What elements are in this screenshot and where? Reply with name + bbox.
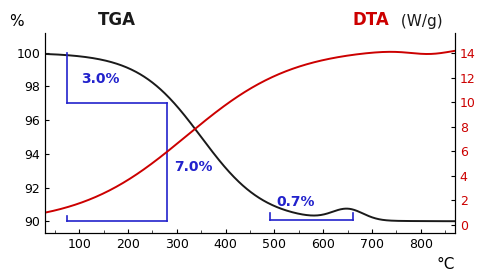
Text: (W/g): (W/g) [396, 14, 442, 28]
Text: TGA: TGA [98, 11, 136, 28]
Text: 3.0%: 3.0% [82, 72, 120, 86]
Text: °C: °C [436, 257, 455, 271]
Text: 7.0%: 7.0% [174, 160, 213, 174]
Text: 0.7%: 0.7% [277, 195, 316, 209]
Text: DTA: DTA [352, 11, 389, 28]
Y-axis label: %: % [9, 14, 24, 28]
